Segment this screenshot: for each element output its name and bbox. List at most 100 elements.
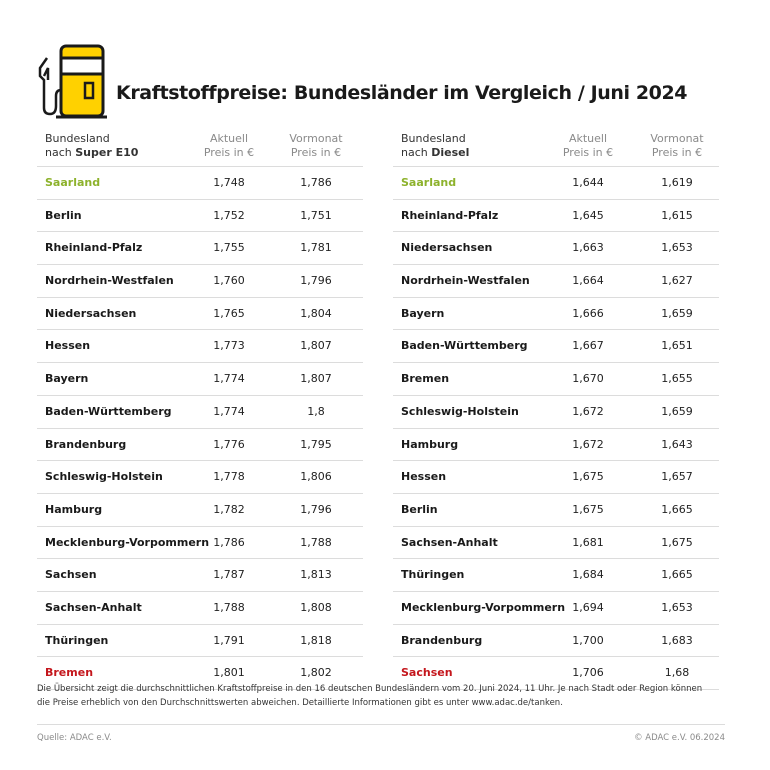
table-row: Brandenburg 1,700 1,683	[393, 625, 719, 658]
state-name: Hessen	[45, 339, 91, 353]
current-price: 1,786	[213, 535, 245, 549]
previous-price: 1,813	[300, 568, 332, 582]
table-header: Bundesland nach Diesel Aktuell Preis in € …	[393, 132, 719, 167]
state-name: Sachsen-Anhalt	[45, 600, 142, 614]
previous-price: 1,659	[661, 306, 693, 320]
table-row: Berlin 1,675 1,665	[393, 494, 719, 527]
header-label: Bundesland	[45, 132, 110, 145]
table-row: Nordrhein-Westfalen 1,760 1,796	[37, 265, 363, 298]
table-row: Berlin 1,752 1,751	[37, 200, 363, 233]
table-row: Saarland 1,644 1,619	[393, 167, 719, 200]
state-name: Bremen	[45, 666, 94, 680]
current-price: 1,681	[572, 535, 604, 549]
state-name: Sachsen-Anhalt	[401, 535, 498, 549]
state-name: Schleswig-Holstein	[401, 404, 519, 418]
current-price: 1,774	[213, 372, 245, 386]
table-row: Thüringen 1,791 1,818	[37, 625, 363, 658]
state-name: Saarland	[45, 176, 101, 189]
table-row: Bremen 1,670 1,655	[393, 363, 719, 396]
table-row: Bremen 1,801 1,802	[37, 657, 363, 690]
previous-price: 1,665	[661, 502, 693, 516]
table-row: Baden-Württemberg 1,667 1,651	[393, 330, 719, 364]
current-price: 1,774	[213, 404, 245, 418]
table-row: Brandenburg 1,776 1,795	[37, 429, 363, 462]
previous-price: 1,796	[300, 274, 332, 288]
current-price: 1,670	[572, 372, 604, 386]
previous-price: 1,781	[300, 241, 332, 255]
fuel-type-label: Super E10	[75, 146, 139, 159]
table-row: Sachsen 1,706 1,68	[393, 657, 719, 690]
state-name: Sachsen	[45, 568, 97, 582]
table-row: Schleswig-Holstein 1,672 1,659	[393, 396, 719, 429]
table-row: Saarland 1,748 1,786	[37, 167, 363, 200]
current-price: 1,663	[572, 241, 604, 255]
current-price: 1,765	[213, 306, 245, 320]
previous-price: 1,818	[300, 633, 332, 647]
table-row: Hessen 1,773 1,807	[37, 330, 363, 364]
column-header-bundesland: Bundesland nach Diesel	[401, 132, 469, 160]
table-row: Hamburg 1,672 1,643	[393, 429, 719, 462]
table-row: Mecklenburg-Vorpommern 1,786 1,788	[37, 527, 363, 560]
current-price: 1,760	[213, 274, 245, 288]
current-price: 1,778	[213, 470, 245, 484]
previous-price: 1,651	[661, 339, 693, 353]
current-price: 1,748	[213, 176, 245, 189]
state-name: Hessen	[401, 470, 447, 484]
previous-price: 1,653	[661, 600, 693, 614]
current-price: 1,667	[572, 339, 604, 353]
previous-price: 1,627	[661, 274, 693, 288]
current-price: 1,675	[572, 502, 604, 516]
state-name: Hamburg	[45, 502, 103, 516]
table-row: Baden-Württemberg 1,774 1,8	[37, 396, 363, 429]
footnote: Die Übersicht zeigt die durchschnittlich…	[37, 684, 703, 708]
current-price: 1,672	[572, 404, 604, 418]
header-label: Aktuell	[209, 132, 249, 145]
current-price: 1,700	[572, 633, 604, 647]
previous-price: 1,683	[661, 633, 693, 647]
header-label: Preis in €	[562, 146, 614, 159]
header-label: Vormonat	[289, 132, 343, 145]
state-name: Saarland	[401, 176, 457, 189]
current-price: 1,672	[572, 437, 604, 451]
table-row: Niedersachsen 1,765 1,804	[37, 298, 363, 331]
current-price: 1,782	[213, 502, 245, 516]
table-row: Hamburg 1,782 1,796	[37, 494, 363, 527]
state-name: Nordrhein-Westfalen	[45, 274, 174, 288]
state-name: Rheinland-Pfalz	[45, 241, 143, 255]
state-name: Berlin	[45, 208, 82, 222]
table-row: Sachsen-Anhalt 1,788 1,808	[37, 592, 363, 625]
current-price: 1,706	[572, 666, 604, 680]
previous-price: 1,68	[664, 666, 690, 680]
current-price: 1,788	[213, 600, 245, 614]
table-row: Rheinland-Pfalz 1,645 1,615	[393, 200, 719, 233]
state-name: Niedersachsen	[45, 306, 137, 320]
state-name: Brandenburg	[401, 633, 483, 647]
previous-price: 1,795	[300, 437, 332, 451]
table-row: Bayern 1,666 1,659	[393, 298, 719, 331]
state-name: Mecklenburg-Vorpommern	[401, 600, 566, 614]
fuel-pump-icon	[38, 44, 107, 119]
divider	[37, 724, 725, 725]
current-price: 1,752	[213, 208, 245, 222]
current-price: 1,644	[572, 176, 604, 189]
column-header-vormonat: Vormonat Preis in €	[271, 132, 361, 160]
previous-price: 1,665	[661, 568, 693, 582]
column-header-aktuell: Aktuell Preis in €	[184, 132, 274, 160]
previous-price: 1,786	[300, 176, 332, 189]
state-name: Bayern	[45, 372, 89, 386]
previous-price: 1,619	[661, 176, 693, 189]
previous-price: 1,653	[661, 241, 693, 255]
state-name: Thüringen	[45, 633, 109, 647]
state-name: Schleswig-Holstein	[45, 470, 163, 484]
current-price: 1,776	[213, 437, 245, 451]
previous-price: 1,643	[661, 437, 693, 451]
table-row: Bayern 1,774 1,807	[37, 363, 363, 396]
copyright-text: © ADAC e.V. 06.2024	[634, 733, 725, 743]
previous-price: 1,615	[661, 208, 693, 222]
header-label: Preis in €	[290, 146, 342, 159]
previous-price: 1,659	[661, 404, 693, 418]
previous-price: 1,807	[300, 372, 332, 386]
previous-price: 1,675	[661, 535, 693, 549]
fuel-type-label: Diesel	[431, 146, 470, 159]
